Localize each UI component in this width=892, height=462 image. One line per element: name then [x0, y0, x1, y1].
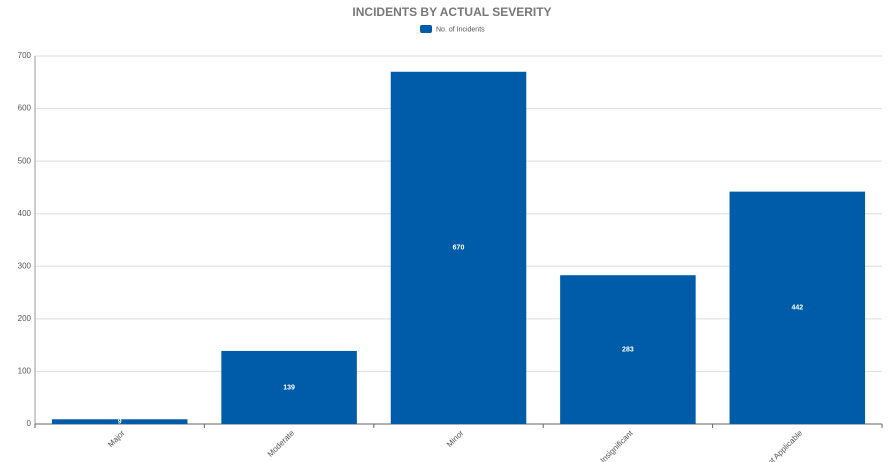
- x-tick-label: Moderate: [266, 428, 297, 459]
- y-tick-label: 500: [18, 156, 32, 165]
- bar: [51, 419, 188, 424]
- y-tick-label: 200: [18, 314, 32, 323]
- value-label: 9: [118, 418, 122, 425]
- bar: [221, 350, 357, 424]
- legend-label: No. of Incidents: [436, 26, 485, 33]
- y-tick-label: 300: [18, 261, 32, 270]
- x-tick-label: Insignificant: [599, 428, 636, 462]
- y-tick-label: 400: [18, 209, 32, 218]
- value-label: 442: [791, 305, 803, 312]
- y-tick-label: 700: [18, 51, 32, 60]
- y-tick-label: 100: [18, 367, 32, 376]
- x-tick-label: Minor: [445, 428, 466, 449]
- value-label: 670: [453, 245, 465, 252]
- bar: [729, 191, 866, 424]
- legend-swatch: [420, 25, 432, 33]
- value-label: 139: [283, 384, 295, 391]
- y-tick-label: 0: [27, 419, 32, 428]
- chart-title: INCIDENTS BY ACTUAL SEVERITY: [352, 5, 551, 19]
- value-label: 283: [622, 346, 634, 353]
- x-tick-label: Not Applicable: [762, 428, 805, 462]
- y-tick-label: 600: [18, 104, 32, 113]
- x-tick-label: Major: [106, 428, 127, 449]
- bar: [560, 275, 696, 424]
- bar: [390, 71, 527, 425]
